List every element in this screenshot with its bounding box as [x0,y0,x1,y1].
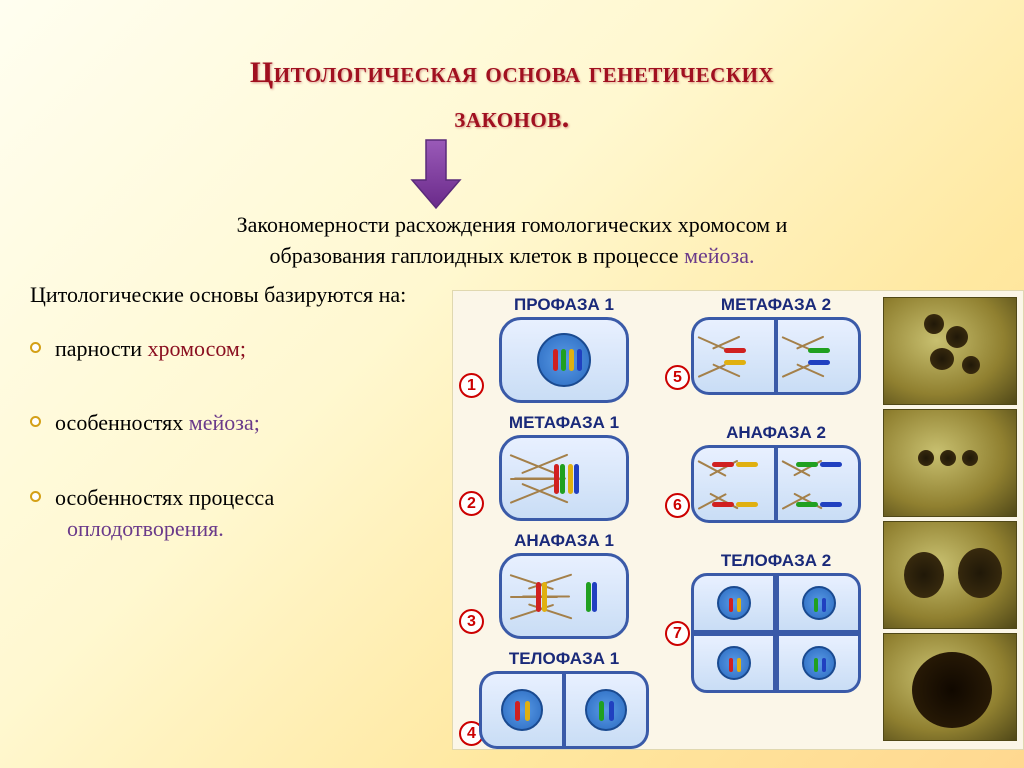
anaphase1-cell [499,553,629,639]
bullet-text: особенностях процесса оплодотворения. [55,483,274,545]
title-line2: законов. [454,101,569,134]
phase-badge: 6 [665,493,690,518]
phase-badge: 3 [459,609,484,634]
metaphase1-cell [499,435,629,521]
nucleus [585,689,627,731]
phase-label: АНАФАЗА 1 [459,531,669,551]
meiosis-diagram: ПРОФАЗА 1 1 МЕТАФАЗА 1 2 [452,290,1024,750]
meiosis-col-2: МЕТАФАЗА 2 5 [671,291,881,705]
phase-badge: 1 [459,373,484,398]
bullet-icon [30,342,41,353]
phase-label: МЕТАФАЗА 1 [459,413,669,433]
subtitle: Закономерности расхождения гомологически… [0,210,1024,272]
micrograph [883,633,1017,741]
phase-badge: 7 [665,621,690,646]
bullet-icon [30,416,41,427]
phase-label: МЕТАФАЗА 2 [671,295,881,315]
title-line1: Цитологическая основа генетических [250,56,774,89]
phase-label: ТЕЛОФАЗА 2 [671,551,881,571]
nucleus [501,689,543,731]
prophase1-cell [499,317,629,403]
anaphase2-cell [691,445,861,523]
phase-badge: 5 [665,365,690,390]
subtitle-line2a: образования гаплоидных клеток в процессе [270,243,685,268]
slide-title: Цитологическая основа генетических закон… [0,0,1024,140]
micrograph-column [883,297,1021,745]
micrograph [883,297,1017,405]
bullet-text: особенностях мейоза; [55,408,260,439]
subtitle-line2b: мейоза. [684,243,754,268]
micrograph [883,521,1017,629]
phase-badge: 2 [459,491,484,516]
telophase2-cell [691,573,861,693]
metaphase2-cell [691,317,861,395]
phase-label: АНАФАЗА 2 [671,423,881,443]
telophase1-cell [479,671,649,749]
nucleus [537,333,591,387]
bullet-text: парности хромосом; [55,334,246,365]
meiosis-col-1: ПРОФАЗА 1 1 МЕТАФАЗА 1 2 [459,291,669,759]
phase-label: ПРОФАЗА 1 [459,295,669,315]
bullet-icon [30,491,41,502]
down-arrow-icon [408,138,464,212]
subtitle-line1: Закономерности расхождения гомологически… [237,212,788,237]
micrograph [883,409,1017,517]
phase-label: ТЕЛОФАЗА 1 [459,649,669,669]
